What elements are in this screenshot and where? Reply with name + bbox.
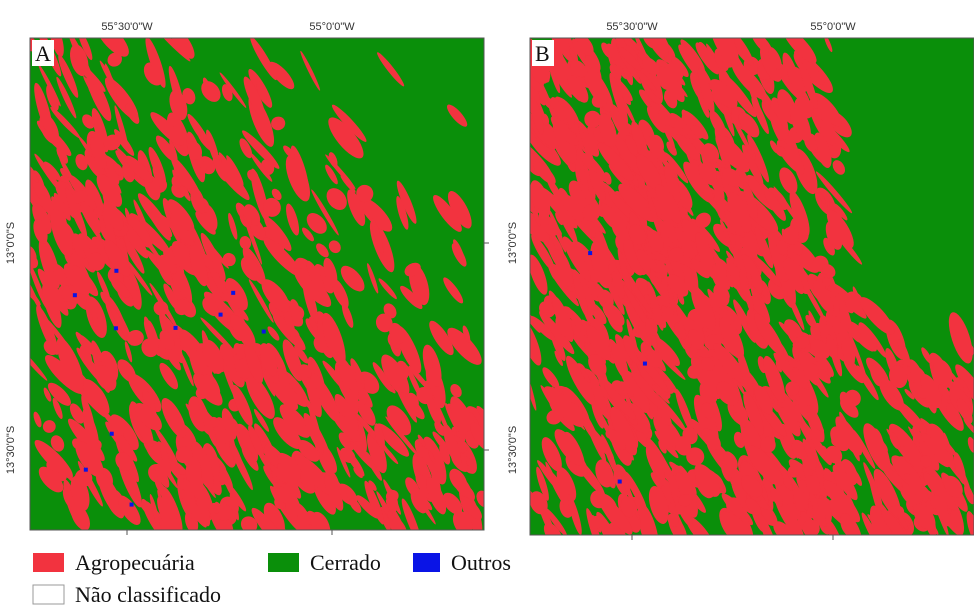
other-patch <box>588 251 592 255</box>
legend-swatch <box>268 553 299 572</box>
map-panel: B 55°30'0"W 55°0'0"W 13°0'0"S 13°30'0"S <box>507 14 974 560</box>
figure: A 55°30'0"W 55°0'0"W 13°0'0"S 13°30'0"S B 55°… <box>0 0 974 606</box>
legend-label: Agropecuária <box>75 550 195 575</box>
legend-swatch <box>413 553 440 572</box>
map-panel: A 55°30'0"W 55°0'0"W 13°0'0"S 13°30'0"S <box>5 17 499 556</box>
other-patch <box>618 480 622 484</box>
other-patch <box>73 293 77 297</box>
latitude-label: 13°0'0"S <box>507 222 519 264</box>
longitude-label: 55°30'0"W <box>606 21 658 33</box>
latitude-label: 13°30'0"S <box>507 426 519 474</box>
latitude-label: 13°30'0"S <box>5 426 17 474</box>
panel-label: B <box>535 41 550 66</box>
other-patch <box>262 330 266 334</box>
legend-swatch <box>33 553 64 572</box>
map-image <box>512 14 974 560</box>
longitude-label: 55°0'0"W <box>309 21 355 33</box>
panel-label: A <box>35 41 51 66</box>
legend-swatch <box>33 585 64 604</box>
legend-label: Outros <box>451 550 511 575</box>
legend-label: Não classificado <box>75 582 221 606</box>
latitude-label: 13°0'0"S <box>5 222 17 264</box>
other-patch <box>130 503 134 507</box>
legend: Agropecuária Cerrado Outros Não classificad… <box>33 550 511 606</box>
longitude-label: 55°0'0"W <box>810 21 856 33</box>
page: {"panels": [ {"label": "A", "top_labels"… <box>0 0 974 606</box>
other-patch <box>219 313 223 317</box>
longitude-label: 55°30'0"W <box>101 21 153 33</box>
other-patch <box>231 291 235 295</box>
other-patch <box>114 326 118 330</box>
other-patch <box>114 269 118 273</box>
other-patch <box>643 362 647 366</box>
other-patch <box>174 326 178 330</box>
other-patch <box>110 432 114 436</box>
map-image <box>13 17 499 556</box>
legend-label: Cerrado <box>310 550 381 575</box>
other-patch <box>84 468 88 472</box>
